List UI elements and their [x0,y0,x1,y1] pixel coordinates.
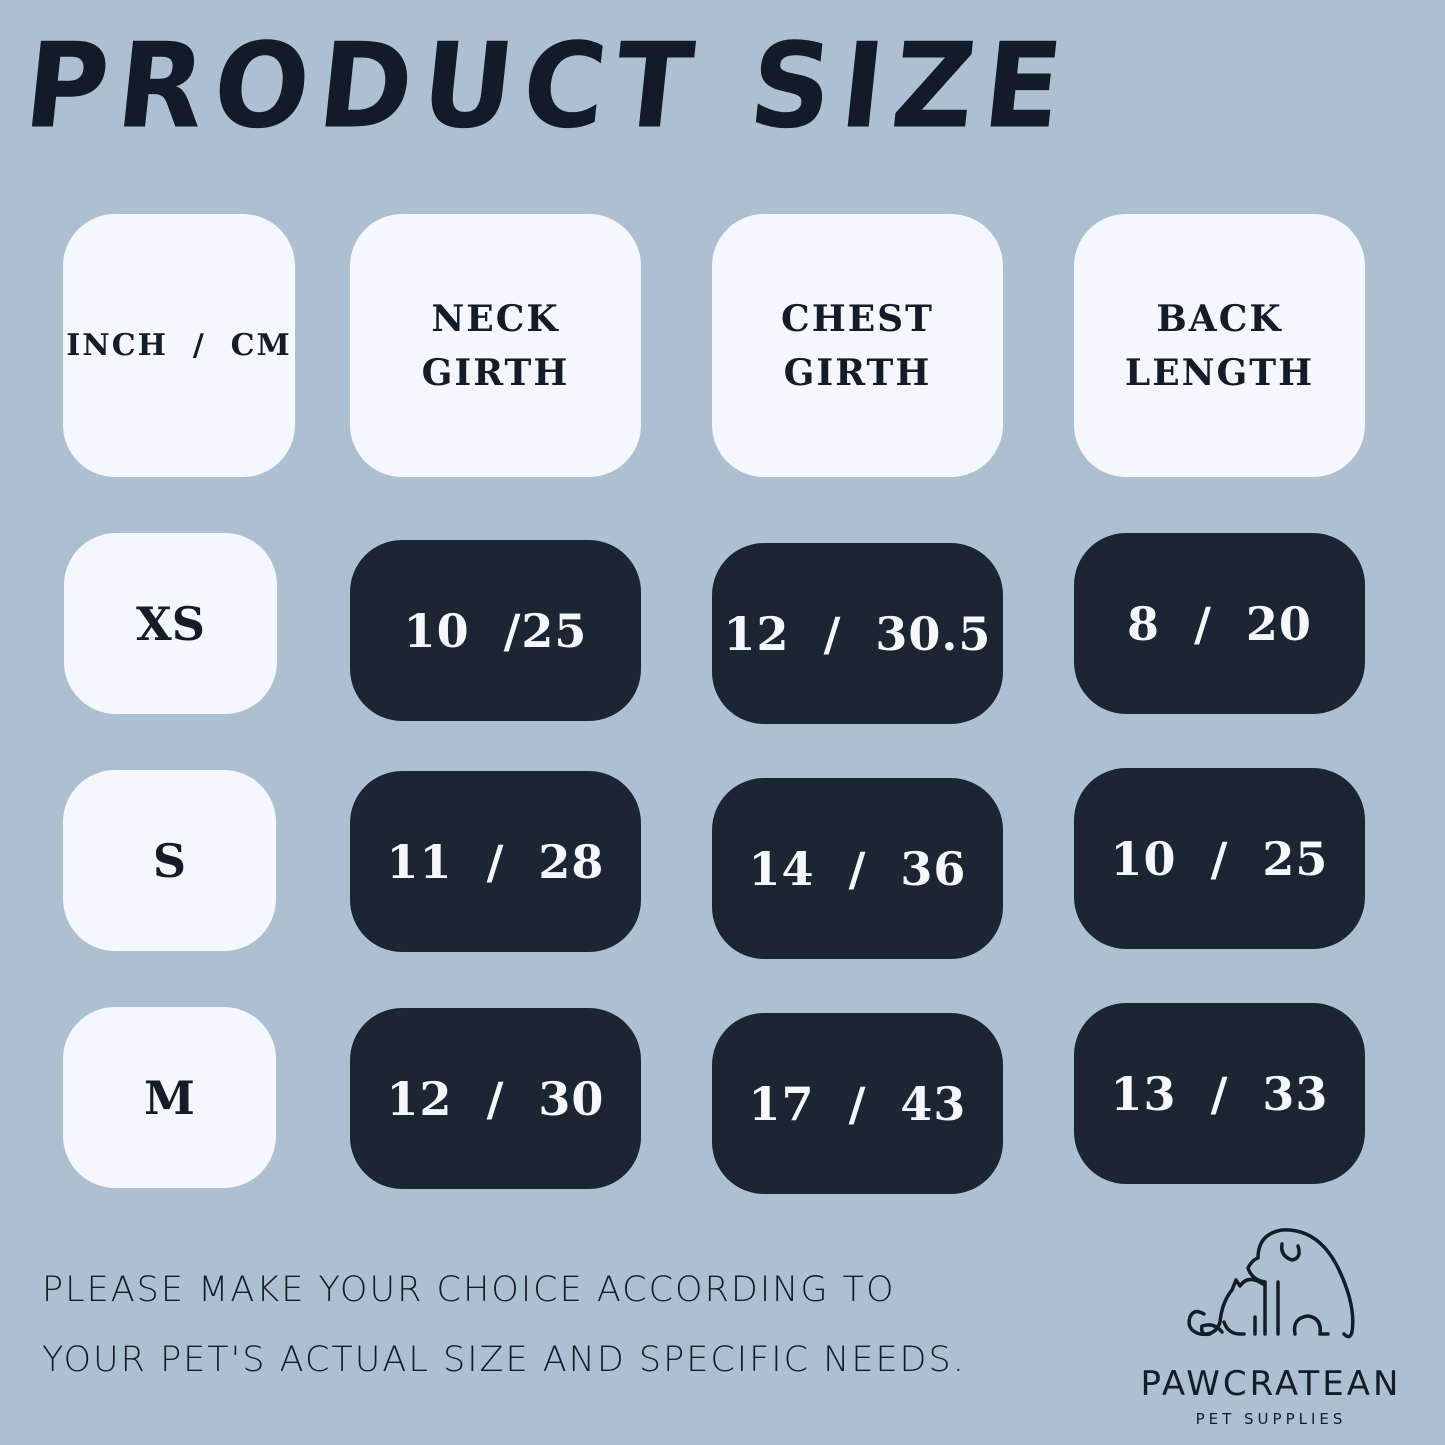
value-cell: 17 / 43 [712,1013,1003,1194]
value-cell: 13 / 33 [1074,1003,1365,1184]
value-text: 17 / 43 [748,1076,967,1131]
size-label: S [152,833,187,888]
brand-tagline: PET SUPPLIES [1195,1410,1347,1428]
header-chest-girth: CHEST GIRTH [712,214,1003,477]
column-label: BACK LENGTH [1124,297,1315,394]
unit-label: INCH / CM [66,328,292,363]
value-cell: 8 / 20 [1074,533,1365,714]
value-cell: 10 /25 [350,540,641,721]
column-label: CHEST GIRTH [781,297,934,394]
value-text: 11 / 28 [386,834,605,889]
size-xs: XS [64,533,277,714]
size-label: XS [136,596,205,651]
value-cell: 11 / 28 [350,771,641,952]
value-cell: 12 / 30 [350,1008,641,1189]
size-m: M [63,1007,276,1188]
note-line-1: PLEASE MAKE YOUR CHOICE ACCORDING TO [42,1270,896,1310]
value-text: 12 / 30 [386,1071,605,1126]
dog-cat-logo-icon [1187,1228,1355,1339]
value-text: 10 / 25 [1110,831,1329,886]
header-neck-girth: NECK GIRTH [350,214,641,477]
page-title: PRODUCT SIZE [18,18,1079,156]
value-text: 12 / 30.5 [723,606,992,661]
value-cell: 14 / 36 [712,778,1003,959]
size-label: M [144,1070,195,1125]
value-text: 8 / 20 [1127,596,1312,651]
value-text: 14 / 36 [748,841,967,896]
value-text: 13 / 33 [1110,1066,1329,1121]
header-back-length: BACK LENGTH [1074,214,1365,477]
brand-name: PAWCRATEAN [1140,1364,1402,1404]
note-line-2: YOUR PET'S ACTUAL SIZE AND SPECIFIC NEED… [42,1340,966,1380]
value-cell: 10 / 25 [1074,768,1365,949]
size-s: S [63,770,276,951]
value-text: 10 /25 [403,603,588,658]
value-cell: 12 / 30.5 [712,543,1003,724]
column-label: NECK GIRTH [421,297,570,394]
header-unit-cell: INCH / CM [63,214,295,477]
